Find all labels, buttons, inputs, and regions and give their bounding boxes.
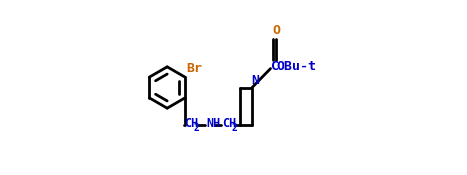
Text: 2: 2 — [193, 123, 199, 133]
Text: 2: 2 — [231, 123, 237, 133]
Text: CH: CH — [184, 117, 198, 130]
Text: Br: Br — [186, 62, 203, 75]
Text: N: N — [251, 74, 259, 87]
Text: NH: NH — [207, 117, 221, 130]
Text: CH: CH — [222, 117, 237, 130]
Text: OBu-t: OBu-t — [276, 60, 316, 73]
Text: O: O — [273, 24, 281, 37]
Text: C: C — [271, 60, 279, 73]
